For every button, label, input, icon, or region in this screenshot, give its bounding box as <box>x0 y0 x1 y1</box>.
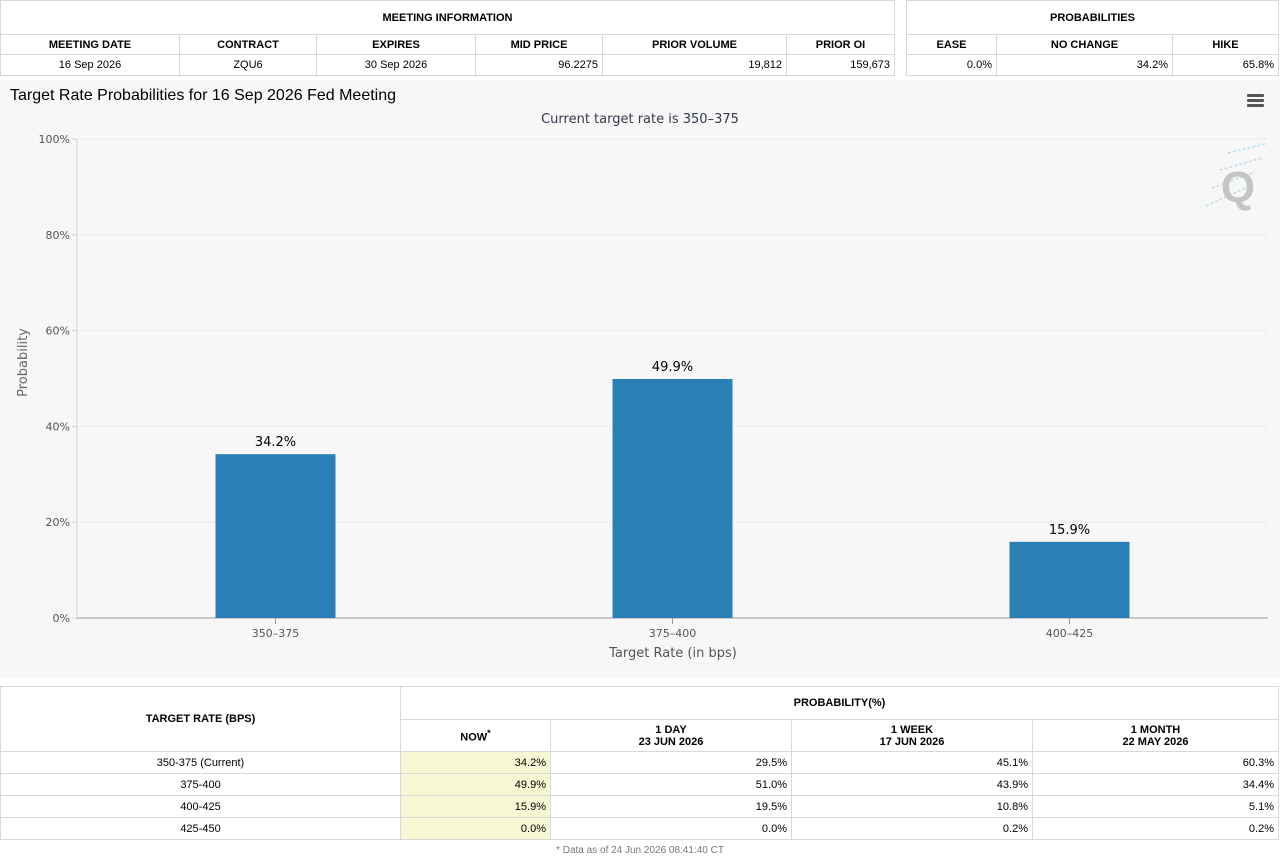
cell-rate: 350-375 (Current) <box>0 751 401 774</box>
data-label: 34.2% <box>255 435 296 450</box>
logo-stroke <box>1211 171 1256 189</box>
table-row: 350-375 (Current) 34.2% 29.5% 45.1% 60.3% <box>0 751 1279 774</box>
col-contract: CONTRACT <box>179 34 317 55</box>
cell-now: 15.9% <box>400 795 551 818</box>
col-prior-volume: PRIOR VOLUME <box>602 34 787 55</box>
meeting-info-table: MEETING INFORMATION MEETING DATE CONTRAC… <box>0 0 895 76</box>
table-row: 375-400 49.9% 51.0% 43.9% 34.4% <box>0 773 1279 796</box>
cell-month: 0.2% <box>1032 817 1279 840</box>
hamburger-menu-icon[interactable] <box>1247 94 1264 107</box>
data-label: 15.9% <box>1049 523 1090 538</box>
probabilities-header: PROBABILITIES <box>906 0 1279 35</box>
y-axis-title: Probability <box>16 328 31 397</box>
logo-stroke <box>1205 185 1251 207</box>
chart-title: Target Rate Probabilities for 16 Sep 202… <box>10 87 397 104</box>
y-tick-label: 80% <box>46 229 70 242</box>
cell-month: 5.1% <box>1032 795 1279 818</box>
col-no-change: NO CHANGE <box>996 34 1173 55</box>
cell-month: 60.3% <box>1032 751 1279 774</box>
col-hike: HIKE <box>1172 34 1279 55</box>
y-tick-label: 40% <box>46 420 70 433</box>
prior-oi-value: 159,673 <box>786 54 895 76</box>
prior-volume-value: 19,812 <box>602 54 787 76</box>
col-expires: EXPIRES <box>316 34 476 55</box>
cell-day: 19.5% <box>550 795 792 818</box>
bar-chart: 0% 20% 40% 60% 80% 100% 34.2% 350–375 49.9% 375–4… <box>16 133 1268 661</box>
y-tick-label: 60% <box>46 325 70 338</box>
data-label: 49.9% <box>652 360 693 375</box>
y-tick-label: 20% <box>46 516 70 529</box>
cell-rate: 425-450 <box>0 817 401 840</box>
cell-week: 10.8% <box>791 795 1033 818</box>
meeting-info-header: MEETING INFORMATION <box>0 0 895 35</box>
cell-week: 45.1% <box>791 751 1033 774</box>
table-row: 425-450 0.0% 0.0% 0.2% 0.2% <box>0 817 1279 840</box>
cell-rate: 375-400 <box>0 773 401 796</box>
bar <box>612 378 733 618</box>
x-tick-label: 350–375 <box>252 627 300 640</box>
col-1-week: 1 WEEK 17 JUN 2026 <box>791 719 1033 752</box>
cell-rate: 400-425 <box>0 795 401 818</box>
cell-day: 51.0% <box>550 773 792 796</box>
ease-value: 0.0% <box>906 54 997 76</box>
logo-stroke <box>1219 157 1263 171</box>
cell-day: 29.5% <box>550 751 792 774</box>
target-rate-header: TARGET RATE (BPS) <box>0 686 401 752</box>
mid-price-value: 96.2275 <box>475 54 603 76</box>
bar <box>1009 541 1130 618</box>
y-tick-label: 0% <box>53 612 70 625</box>
now-footnote-marker: * <box>487 727 491 738</box>
expires-value: 30 Sep 2026 <box>316 54 476 76</box>
chart-subtitle: Current target rate is 350–375 <box>541 112 739 127</box>
col-mid-price: MID PRICE <box>475 34 603 55</box>
x-tick-label: 375–400 <box>649 627 697 640</box>
cell-week: 43.9% <box>791 773 1033 796</box>
cell-now: 49.9% <box>400 773 551 796</box>
cell-week: 0.2% <box>791 817 1033 840</box>
data-timestamp-footnote: * Data as of 24 Jun 2026 08:41:40 CT <box>556 845 724 856</box>
table-row: 400-425 15.9% 19.5% 10.8% 5.1% <box>0 795 1279 818</box>
col-1-month: 1 MONTH 22 MAY 2026 <box>1032 719 1279 752</box>
probability-header: PROBABILITY(%) <box>400 686 1279 720</box>
y-tick-label: 100% <box>39 133 70 146</box>
meeting-date-value: 16 Sep 2026 <box>0 54 180 76</box>
cell-month: 34.4% <box>1032 773 1279 796</box>
x-axis-title: Target Rate (in bps) <box>608 646 737 661</box>
col-meeting-date: MEETING DATE <box>0 34 180 55</box>
quikstrike-logo: Q <box>1205 143 1266 212</box>
col-now: NOW* <box>400 719 551 752</box>
x-tick-label: 400–425 <box>1046 627 1094 640</box>
bar <box>215 454 336 618</box>
table-row: 16 Sep 2026 ZQU6 30 Sep 2026 96.2275 19,… <box>0 54 895 76</box>
col-prior-oi: PRIOR OI <box>786 34 895 55</box>
no-change-value: 34.2% <box>996 54 1173 76</box>
cell-now: 0.0% <box>400 817 551 840</box>
col-ease: EASE <box>906 34 997 55</box>
probability-history-table: TARGET RATE (BPS) PROBABILITY(%) NOW* 1 … <box>0 686 1279 840</box>
probabilities-table: PROBABILITIES EASE NO CHANGE HIKE 0.0% 3… <box>906 0 1279 76</box>
hike-value: 65.8% <box>1172 54 1279 76</box>
logo-letter: Q <box>1221 163 1255 212</box>
col-1-day: 1 DAY 23 JUN 2026 <box>550 719 792 752</box>
contract-value: ZQU6 <box>179 54 317 76</box>
cell-day: 0.0% <box>550 817 792 840</box>
logo-stroke <box>1227 143 1266 154</box>
table-row: 0.0% 34.2% 65.8% <box>906 54 1279 76</box>
chart-panel: 0% 20% 40% 60% 80% 100% 34.2% 350–375 49.9% 375–4… <box>0 80 1280 678</box>
cell-now: 34.2% <box>400 751 551 774</box>
